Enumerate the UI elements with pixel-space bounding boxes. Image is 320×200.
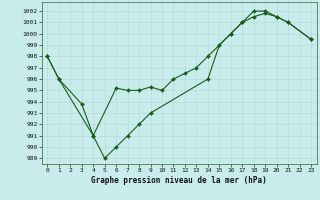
X-axis label: Graphe pression niveau de la mer (hPa): Graphe pression niveau de la mer (hPa)	[91, 176, 267, 185]
